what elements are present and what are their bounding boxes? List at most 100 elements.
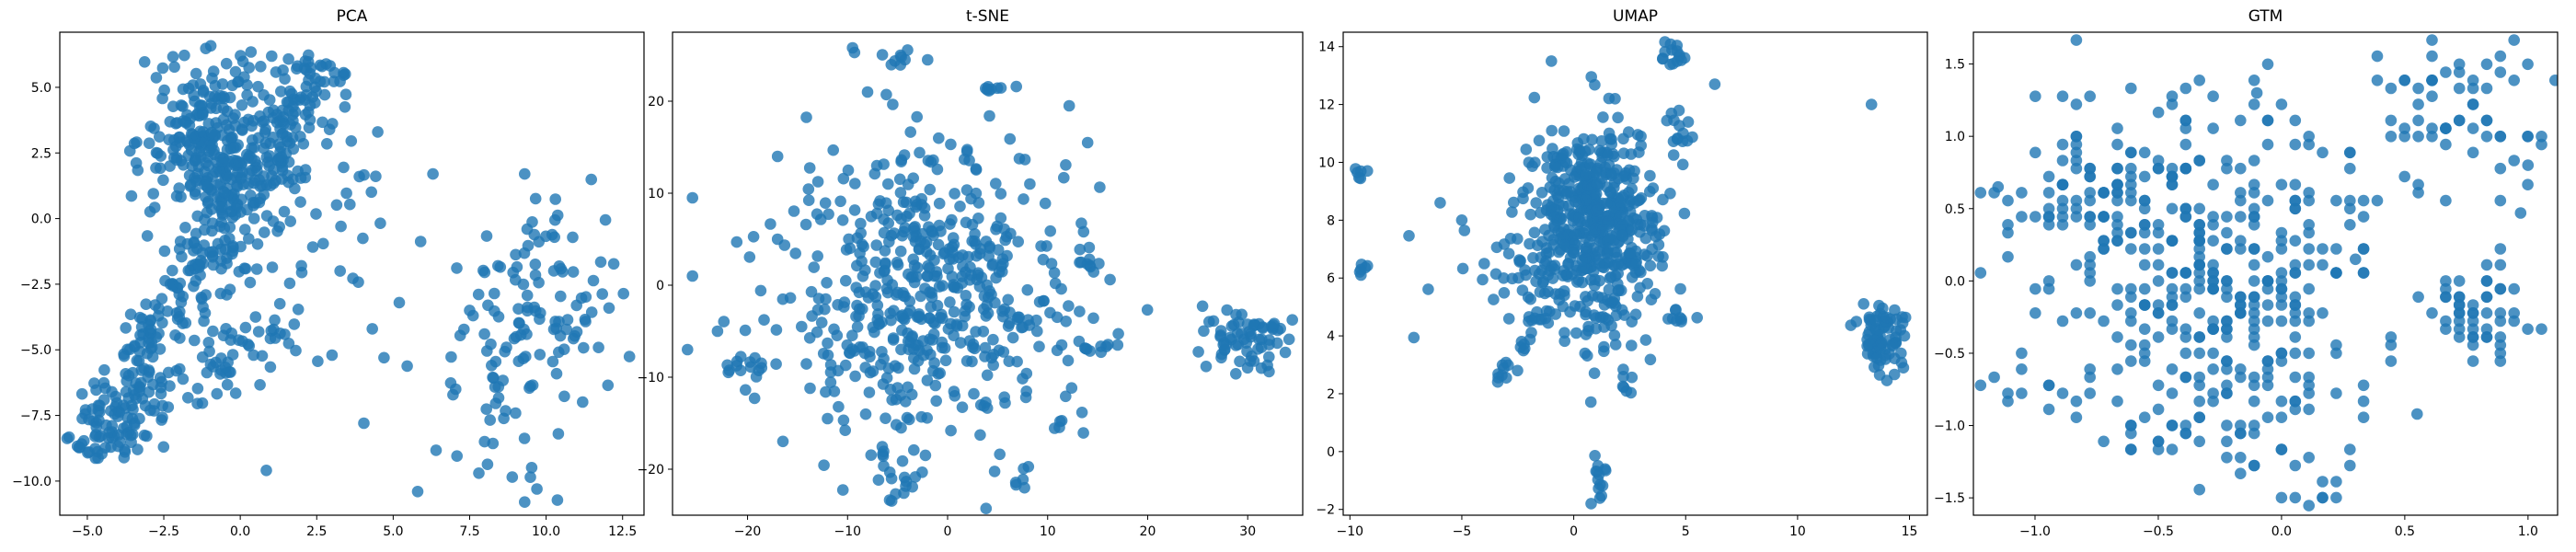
scatter-point <box>1566 268 1578 281</box>
scatter-point <box>2221 323 2233 336</box>
scatter-point <box>1498 272 1510 284</box>
scatter-point <box>2138 259 2151 271</box>
scatter-point <box>1656 259 1668 272</box>
scatter-point <box>2098 315 2110 328</box>
scatter-point <box>834 195 846 208</box>
scatter-point <box>740 384 752 397</box>
scatter-point <box>1522 291 1535 304</box>
scatter-point <box>2207 178 2219 190</box>
scatter-point <box>954 201 966 213</box>
scatter-point <box>1635 139 1647 152</box>
scatter-point <box>921 374 934 386</box>
scatter-point <box>2070 194 2083 207</box>
scatter-point <box>770 358 782 371</box>
chart-title: GTM <box>2248 7 2283 26</box>
scatter-point <box>2467 122 2479 134</box>
y-tick-label: 0 <box>1327 445 1335 460</box>
scatter-point <box>2152 403 2165 416</box>
scatter-point <box>2261 299 2274 311</box>
scatter-point <box>2193 371 2205 384</box>
scatter-point <box>303 121 316 134</box>
scatter-point <box>603 302 615 315</box>
scatter-point <box>2289 235 2302 247</box>
scatter-point <box>1584 274 1597 286</box>
scatter-point <box>179 316 192 329</box>
scatter-point <box>523 382 535 395</box>
scatter-point <box>170 154 183 167</box>
scatter-point <box>2385 355 2398 367</box>
scatter-point <box>2317 307 2329 319</box>
scatter-point <box>262 106 275 119</box>
scatter-point <box>300 80 313 93</box>
scatter-point <box>942 323 955 335</box>
scatter-point <box>903 413 915 426</box>
scatter-point <box>2070 138 2083 151</box>
scatter-point <box>893 173 906 186</box>
scatter-point <box>1112 328 1124 340</box>
scatter-point <box>235 50 247 62</box>
scatter-point <box>890 488 902 500</box>
scatter-point <box>510 330 523 343</box>
scatter-point <box>2098 435 2110 448</box>
scatter-point <box>800 111 812 123</box>
scatter-point <box>1570 327 1582 339</box>
scatter-point <box>2303 187 2315 199</box>
scatter-point <box>938 342 951 354</box>
scatter-point <box>1545 201 1558 213</box>
y-tick-label: −2.5 <box>20 278 52 293</box>
scatter-point <box>2494 347 2507 360</box>
x-tick-label: −10 <box>834 524 862 539</box>
scatter-point <box>837 414 850 427</box>
scatter-point <box>2207 395 2219 408</box>
scatter-point <box>195 255 207 267</box>
scatter-point <box>218 187 231 199</box>
scatter-point <box>1104 273 1116 286</box>
scatter-point <box>478 266 491 279</box>
scatter-point <box>233 156 246 168</box>
scatter-point <box>857 270 869 282</box>
scatter-point <box>890 289 903 301</box>
scatter-point <box>974 429 986 442</box>
scatter-point <box>2480 307 2493 319</box>
scatter-point <box>1141 304 1154 316</box>
scatter-point <box>2494 331 2507 343</box>
scatter-point <box>2467 355 2479 367</box>
scatter-point <box>2275 411 2288 424</box>
scatter-point <box>1502 247 1515 260</box>
scatter-point <box>2166 387 2179 399</box>
y-tick-label: −20 <box>637 463 664 477</box>
scatter-point <box>2248 275 2260 287</box>
scatter-point <box>1608 293 1621 305</box>
scatter-point <box>94 399 106 412</box>
scatter-point <box>1060 316 1072 328</box>
scatter-point <box>1873 299 1885 312</box>
scatter-point <box>819 303 831 316</box>
scatter-point <box>473 467 485 479</box>
scatter-point <box>2111 162 2123 175</box>
scatter-point <box>2193 155 2205 167</box>
scatter-point <box>1039 197 1052 210</box>
scatter-point <box>878 265 891 278</box>
scatter-point <box>1548 259 1561 271</box>
scatter-point <box>1580 305 1592 318</box>
scatter-point <box>2193 243 2205 255</box>
scatter-point <box>549 193 561 205</box>
scatter-point <box>1503 172 1515 184</box>
scatter-point <box>269 314 281 327</box>
scatter-point <box>90 384 102 397</box>
scatter-point <box>2248 323 2260 336</box>
scatter-point <box>1861 339 1873 352</box>
scatter-point <box>2166 90 2179 102</box>
scatter-point <box>182 392 194 404</box>
scatter-point <box>229 65 242 78</box>
scatter-point <box>2221 162 2233 175</box>
scatter-point <box>2138 202 2151 215</box>
scatter-point <box>2303 243 2315 255</box>
scatter-point <box>1533 134 1546 147</box>
scatter-point <box>227 142 240 154</box>
scatter-point <box>2235 371 2247 384</box>
scatter-point <box>1872 360 1885 372</box>
scatter-point <box>1562 258 1575 270</box>
scatter-point <box>2084 363 2096 375</box>
